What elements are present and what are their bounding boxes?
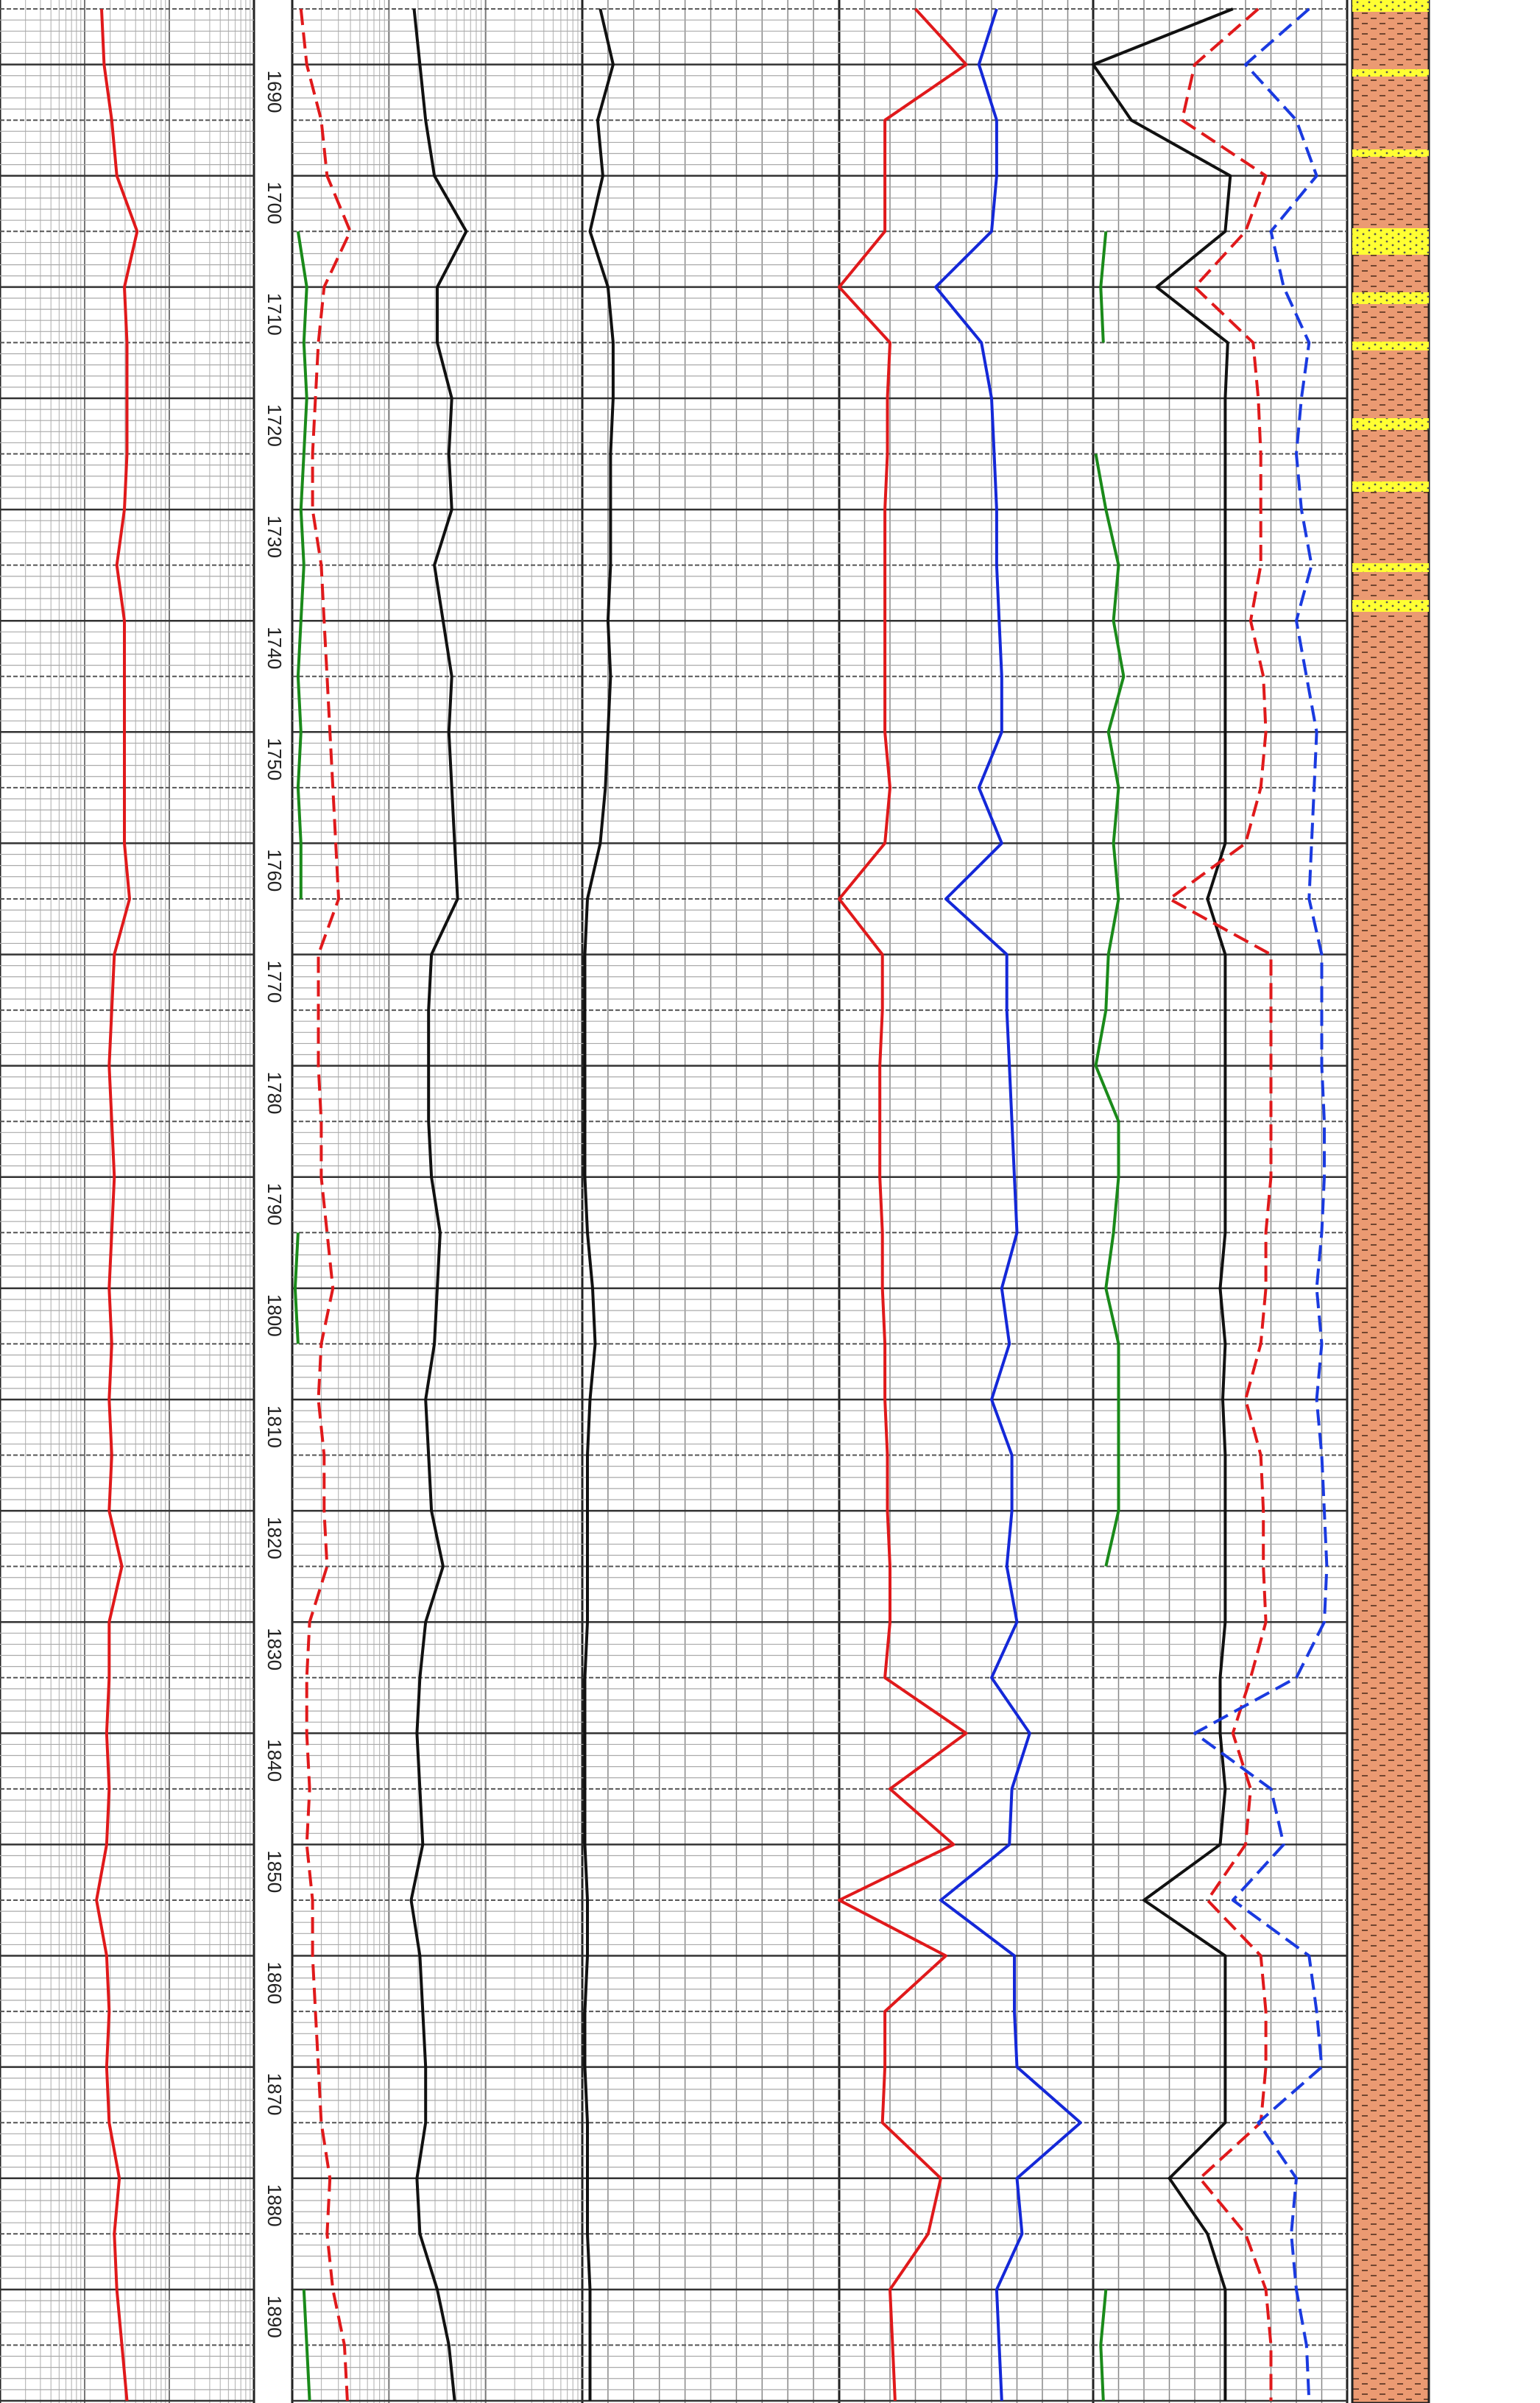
depth-label: 1820 — [264, 1517, 286, 1559]
sand — [1352, 0, 1429, 12]
depth-label: 1730 — [264, 515, 286, 558]
depth-label: 1760 — [264, 849, 286, 892]
sand — [1352, 481, 1429, 492]
log-curve — [1092, 7, 1234, 2401]
depth-label: 1840 — [264, 1739, 286, 1782]
log-curve — [95, 9, 139, 2402]
depth-label: 1770 — [264, 961, 286, 1003]
curves — [95, 7, 1329, 2402]
sand — [1352, 149, 1429, 157]
log-curve — [934, 8, 1082, 2402]
sand — [1352, 228, 1429, 255]
log-curve — [293, 230, 311, 2402]
lithology-track — [1351, 0, 1430, 2403]
depth-label: 1700 — [264, 182, 286, 225]
sand — [1352, 69, 1429, 77]
depth-label: 1750 — [264, 738, 286, 780]
depth-label: 1850 — [264, 1850, 286, 1893]
sand — [1352, 563, 1429, 572]
depth-labels: 1690 1700 1710 1720 1730 1740 1750 1760 1770 1780… — [264, 71, 286, 2338]
sand — [1352, 292, 1429, 304]
log-curve — [1193, 7, 1329, 2402]
depth-label: 1870 — [264, 2073, 286, 2116]
sand — [1352, 600, 1429, 612]
depth-label: 1720 — [264, 404, 286, 447]
depth-label: 1830 — [264, 1628, 286, 1670]
depth-label: 1780 — [264, 1072, 286, 1115]
grid — [0, 0, 1349, 2403]
log-curve — [299, 8, 352, 2402]
shale — [1351, 0, 1430, 2403]
depth-label: 1810 — [264, 1405, 286, 1448]
log-curve — [583, 8, 615, 2401]
depth-label: 1740 — [264, 627, 286, 669]
depth-label: 1890 — [264, 2296, 286, 2338]
depth-label: 1790 — [264, 1183, 286, 1226]
depth-label: 1800 — [264, 1294, 286, 1337]
depth-label: 1690 — [264, 71, 286, 113]
log-curve — [409, 8, 468, 2402]
sand — [1352, 418, 1429, 430]
depth-label: 1710 — [264, 293, 286, 336]
depth-label: 1880 — [264, 2184, 286, 2227]
log-curve — [838, 7, 968, 2402]
log-curve — [1094, 231, 1126, 2402]
sand — [1352, 342, 1429, 350]
depth-label: 1860 — [264, 1962, 286, 2005]
log-curve — [1168, 7, 1273, 2401]
